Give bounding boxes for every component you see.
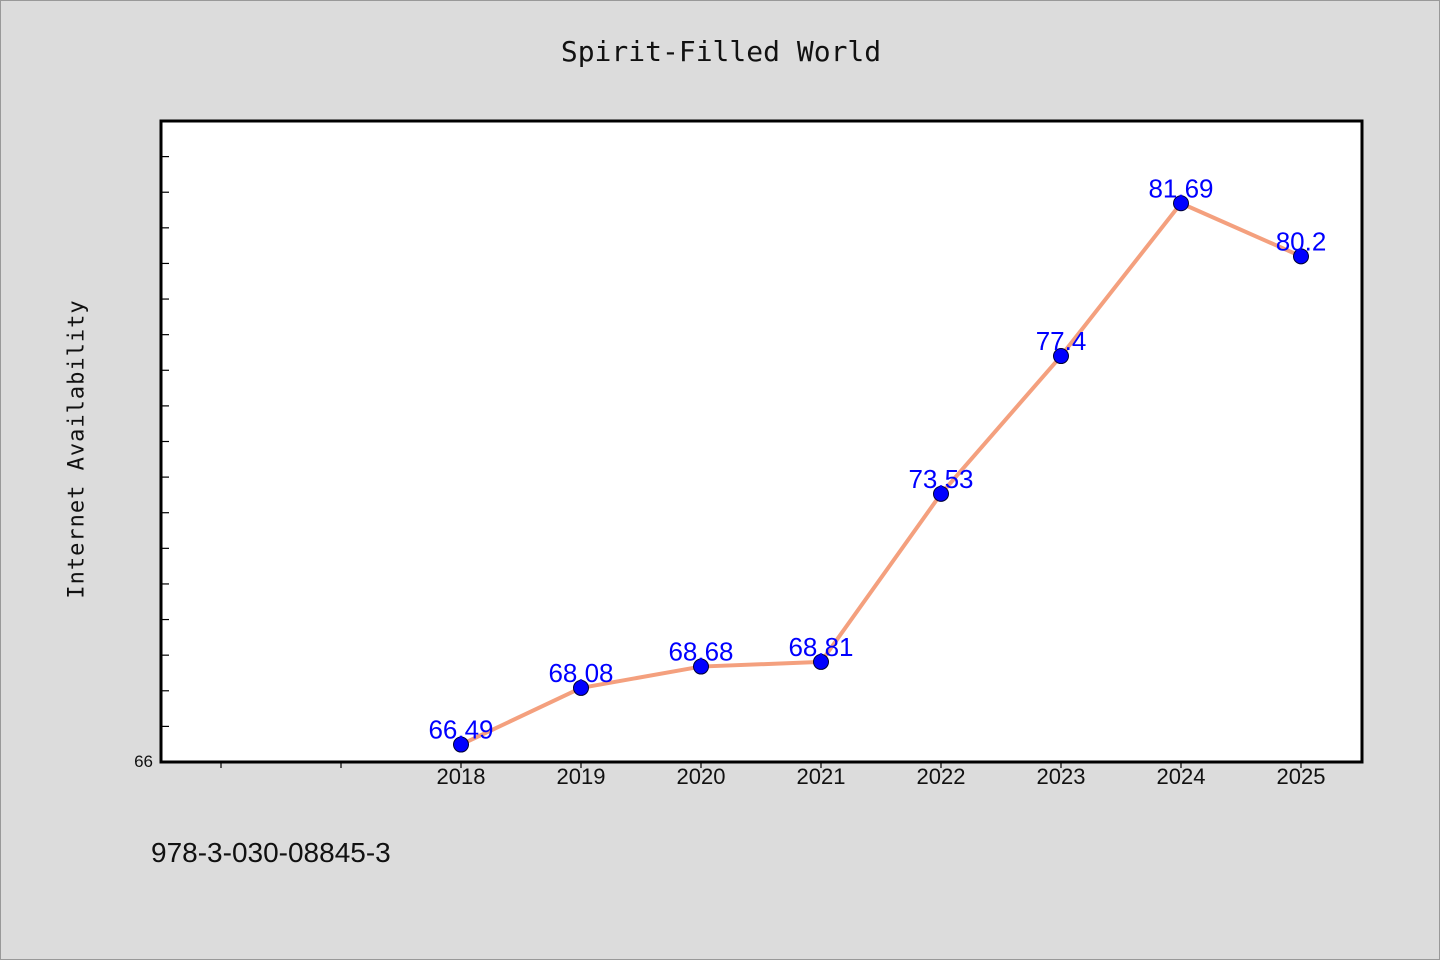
- x-tick-label: 2020: [677, 764, 726, 789]
- series-line: [460, 201, 1302, 747]
- data-label: 68.68: [668, 637, 733, 667]
- x-tick-label: 2024: [1157, 764, 1206, 789]
- x-axis-ticks: [220, 762, 1302, 768]
- x-tick-label: 2022: [917, 764, 966, 789]
- data-point: [813, 653, 829, 670]
- y-axis-ticks: [161, 156, 169, 727]
- data-label: 66.49: [428, 715, 493, 745]
- footnote-isbn: 978-3-030-08845-3: [151, 837, 391, 868]
- data-point: [1053, 348, 1069, 365]
- data-point: [453, 736, 469, 753]
- x-tick-label: 2018: [437, 764, 486, 789]
- data-label: 68.08: [548, 658, 613, 688]
- data-label: 80.2: [1276, 226, 1327, 256]
- x-axis-tick-labels: 2018 2019 2020 2021 2022 2023 2024 2025: [437, 764, 1326, 789]
- data-point: [693, 658, 709, 675]
- data-point: [1173, 195, 1189, 212]
- x-tick-label: 2025: [1277, 764, 1326, 789]
- chart-title: Spirit-Filled World: [560, 35, 882, 68]
- y-tick-label: 66: [134, 752, 153, 771]
- series-line-group: [460, 201, 1302, 747]
- data-point: [933, 485, 949, 502]
- data-point: [573, 679, 589, 696]
- data-markers: [453, 195, 1309, 753]
- data-label: 81.69: [1148, 173, 1213, 203]
- data-label: 68.81: [788, 632, 853, 662]
- data-label: 73.53: [908, 464, 973, 494]
- x-tick-label: 2023: [1037, 764, 1086, 789]
- x-tick-label: 2021: [797, 764, 846, 789]
- data-point: [1293, 248, 1309, 265]
- x-tick-label: 2019: [557, 764, 606, 789]
- data-labels: 66.49 68.08 68.68 68.81 73.53 77.4 81.69 80.2: [428, 173, 1326, 744]
- data-label: 77.4: [1036, 326, 1087, 356]
